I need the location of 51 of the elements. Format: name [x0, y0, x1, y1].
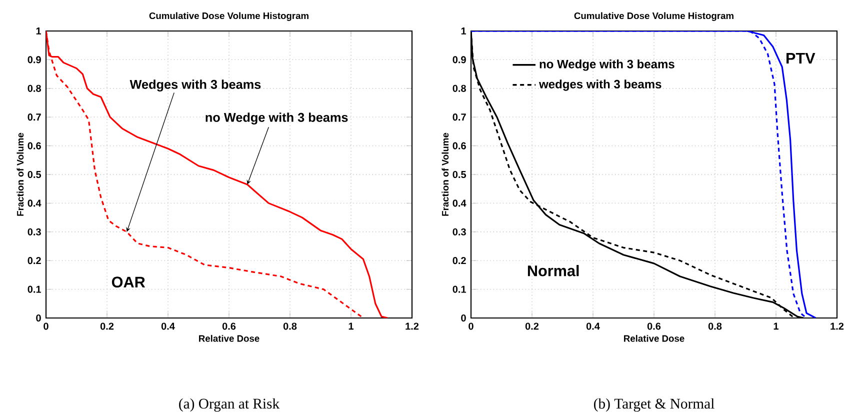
x-tick-label: 0.6 — [647, 322, 661, 330]
annotation: Wedges with 3 beams — [130, 80, 261, 92]
y-tick-label: 0.5 — [452, 170, 466, 178]
y-tick-label: 0.1 — [28, 286, 42, 293]
y-tick-label: 0.8 — [452, 84, 466, 92]
x-tick-label: 0.2 — [100, 322, 114, 330]
y-tick-label: 0.7 — [452, 114, 466, 121]
y-tick-label: 0.3 — [452, 228, 466, 236]
y-tick-label: 0.2 — [28, 257, 41, 264]
x-tick-label: 1.2 — [406, 322, 419, 330]
x-axis-title: Relative Dose — [199, 334, 260, 342]
x-tick-label: 0.4 — [586, 322, 600, 330]
chart-title: Cumulative Dose Volume Histogram — [574, 12, 734, 21]
y-tick-label: 0.4 — [452, 200, 466, 207]
y-tick-label: 0.9 — [28, 56, 41, 64]
y-tick-label: 0.6 — [452, 142, 466, 150]
x-tick-label: 1.2 — [830, 322, 844, 330]
x-axis-title: Relative Dose — [624, 334, 684, 342]
y-tick-label: 0.2 — [452, 257, 466, 264]
y-tick-label: 0.5 — [28, 170, 42, 178]
annotation: Normal — [528, 265, 579, 276]
y-tick-label: 1 — [36, 28, 42, 34]
x-tick-label: 0 — [468, 322, 474, 330]
x-tick-label: 0.4 — [161, 322, 175, 330]
y-tick-label: 0.6 — [28, 142, 41, 150]
text: (b) Target & Normal — [594, 398, 714, 412]
y-axis-title: Fraction of Volume — [16, 132, 24, 216]
y-tick-label: 0.8 — [28, 84, 41, 92]
annotation: PTV — [786, 52, 816, 64]
y-tick-label: 0.4 — [28, 200, 42, 207]
y-axis-title: Fraction of Volume — [442, 132, 449, 216]
x-tick-label: 0.8 — [283, 322, 297, 330]
y-tick-label: 0.3 — [28, 228, 41, 236]
y-tick-label: 1 — [461, 28, 466, 34]
x-tick-label: 0 — [44, 322, 48, 330]
x-tick-label: 0.6 — [222, 322, 236, 330]
annotation: OAR — [112, 276, 146, 288]
legend-label: no Wedge with 3 beams — [540, 60, 674, 71]
y-tick-label: 0 — [461, 314, 466, 322]
x-tick-label: 1 — [774, 322, 779, 330]
legend-label: wedges with 3 beams — [538, 80, 662, 91]
x-tick-label: 0.2 — [525, 322, 539, 330]
chart-title: Cumulative Dose Volume Histogram — [149, 12, 308, 21]
x-tick-label: 1 — [348, 322, 354, 330]
x-tick-label: 0.8 — [708, 322, 722, 330]
annotation: no Wedge with 3 beams — [206, 112, 348, 124]
y-tick-label: 0 — [36, 314, 41, 322]
text: (a) Organ at Risk — [179, 398, 280, 412]
y-tick-label: 0.9 — [452, 56, 466, 64]
y-tick-label: 0.1 — [452, 286, 466, 293]
y-tick-label: 0.7 — [28, 114, 41, 121]
